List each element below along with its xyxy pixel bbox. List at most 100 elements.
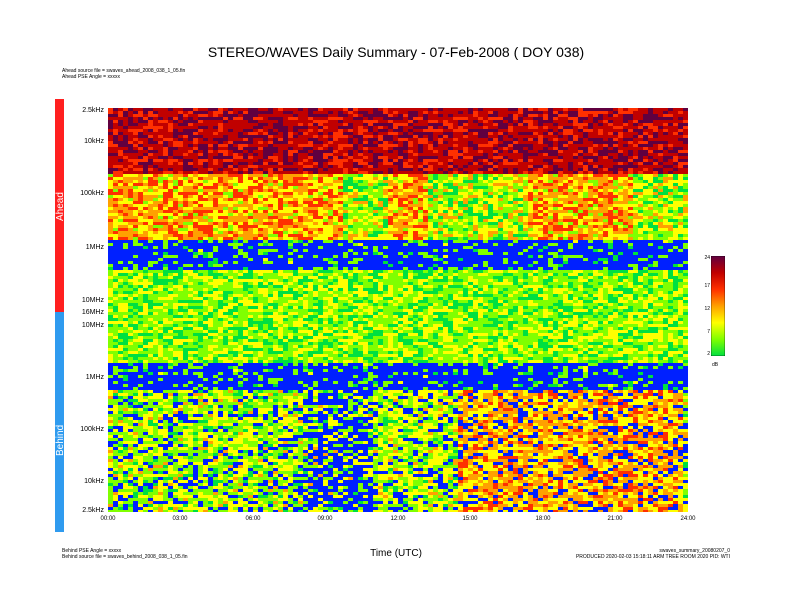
heatmap-cell bbox=[678, 189, 683, 192]
heatmap-cell bbox=[423, 180, 428, 183]
heatmap-cell bbox=[108, 114, 113, 117]
heatmap-cell bbox=[558, 213, 563, 216]
heatmap-cell bbox=[543, 225, 548, 228]
heatmap-cell bbox=[458, 162, 463, 165]
heatmap-cell bbox=[443, 225, 448, 228]
heatmap-cell bbox=[638, 174, 643, 177]
heatmap-cell bbox=[453, 222, 458, 225]
heatmap-cell bbox=[513, 174, 518, 177]
heatmap-cell bbox=[613, 171, 618, 174]
heatmap-cell bbox=[408, 231, 413, 234]
heatmap-cell bbox=[608, 108, 613, 111]
heatmap-cell bbox=[223, 171, 228, 174]
heatmap-cell bbox=[358, 177, 363, 180]
heatmap-cell bbox=[533, 189, 538, 192]
heatmap-cell bbox=[493, 207, 498, 210]
heatmap-cell bbox=[483, 222, 488, 225]
heatmap-cell bbox=[338, 204, 343, 207]
heatmap-cell bbox=[168, 189, 173, 192]
heatmap-cell bbox=[138, 117, 143, 120]
heatmap-cell bbox=[403, 225, 408, 228]
heatmap-cell bbox=[608, 135, 613, 138]
heatmap-cell bbox=[173, 129, 178, 132]
heatmap-cell bbox=[608, 234, 613, 237]
heatmap-cell bbox=[598, 219, 603, 222]
heatmap-cell bbox=[518, 126, 523, 129]
heatmap-cell bbox=[208, 177, 213, 180]
heatmap-cell bbox=[533, 231, 538, 234]
heatmap-cell bbox=[408, 168, 413, 171]
heatmap-cell bbox=[233, 111, 238, 114]
heatmap-cell bbox=[638, 234, 643, 237]
heatmap-cell bbox=[418, 126, 423, 129]
heatmap-cell bbox=[578, 156, 583, 159]
heatmap-cell bbox=[133, 135, 138, 138]
heatmap-cell bbox=[268, 231, 273, 234]
heatmap-cell bbox=[268, 198, 273, 201]
heatmap-cell bbox=[273, 222, 278, 225]
heatmap-cell bbox=[498, 234, 503, 237]
heatmap-cell bbox=[323, 114, 328, 117]
heatmap-cell bbox=[203, 231, 208, 234]
heatmap-cell bbox=[543, 234, 548, 237]
heatmap-cell bbox=[343, 144, 348, 147]
heatmap-cell bbox=[593, 201, 598, 204]
heatmap-cell bbox=[133, 234, 138, 237]
heatmap-cell bbox=[408, 204, 413, 207]
heatmap-cell bbox=[613, 195, 618, 198]
heatmap-cell bbox=[123, 108, 128, 111]
heatmap-cell bbox=[383, 108, 388, 111]
heatmap-cell bbox=[148, 207, 153, 210]
heatmap-cell bbox=[548, 144, 553, 147]
heatmap-cell bbox=[393, 216, 398, 219]
heatmap-cell bbox=[618, 186, 623, 189]
heatmap-cell bbox=[193, 108, 198, 111]
heatmap-cell bbox=[553, 201, 558, 204]
heatmap-cell bbox=[243, 195, 248, 198]
heatmap-cell bbox=[633, 231, 638, 234]
heatmap-cell bbox=[383, 117, 388, 120]
heatmap-cell bbox=[198, 189, 203, 192]
heatmap-cell bbox=[463, 183, 468, 186]
heatmap-cell bbox=[463, 156, 468, 159]
heatmap-cell bbox=[133, 111, 138, 114]
heatmap-cell bbox=[438, 129, 443, 132]
heatmap-cell bbox=[148, 192, 153, 195]
heatmap-cell bbox=[683, 114, 688, 117]
heatmap-cell bbox=[518, 162, 523, 165]
heatmap-cell bbox=[473, 195, 478, 198]
heatmap-cell bbox=[388, 210, 393, 213]
heatmap-cell bbox=[263, 147, 268, 150]
heatmap-cell bbox=[158, 234, 163, 237]
heatmap-cell bbox=[378, 129, 383, 132]
heatmap-cell bbox=[268, 213, 273, 216]
heatmap-cell bbox=[333, 222, 338, 225]
heatmap-cell bbox=[403, 168, 408, 171]
heatmap-cell bbox=[288, 165, 293, 168]
heatmap-cell bbox=[448, 228, 453, 231]
heatmap-cell bbox=[498, 177, 503, 180]
heatmap-cell bbox=[568, 219, 573, 222]
heatmap-cell bbox=[238, 204, 243, 207]
heatmap-cell bbox=[108, 198, 113, 201]
heatmap-cell bbox=[553, 207, 558, 210]
heatmap-cell bbox=[118, 177, 123, 180]
heatmap-cell bbox=[373, 165, 378, 168]
heatmap-cell bbox=[598, 138, 603, 141]
heatmap-cell bbox=[328, 165, 333, 168]
heatmap-cell bbox=[548, 195, 553, 198]
heatmap-cell bbox=[188, 219, 193, 222]
heatmap-cell bbox=[323, 162, 328, 165]
heatmap-cell bbox=[473, 123, 478, 126]
heatmap-cell bbox=[168, 177, 173, 180]
heatmap-cell bbox=[163, 147, 168, 150]
heatmap-cell bbox=[233, 150, 238, 153]
heatmap-cell bbox=[303, 180, 308, 183]
heatmap-cell bbox=[433, 231, 438, 234]
heatmap-cell bbox=[373, 234, 378, 237]
heatmap-cell bbox=[373, 177, 378, 180]
heatmap-cell bbox=[333, 165, 338, 168]
heatmap-cell bbox=[573, 183, 578, 186]
heatmap-cell bbox=[158, 108, 163, 111]
heatmap-cell bbox=[658, 171, 663, 174]
